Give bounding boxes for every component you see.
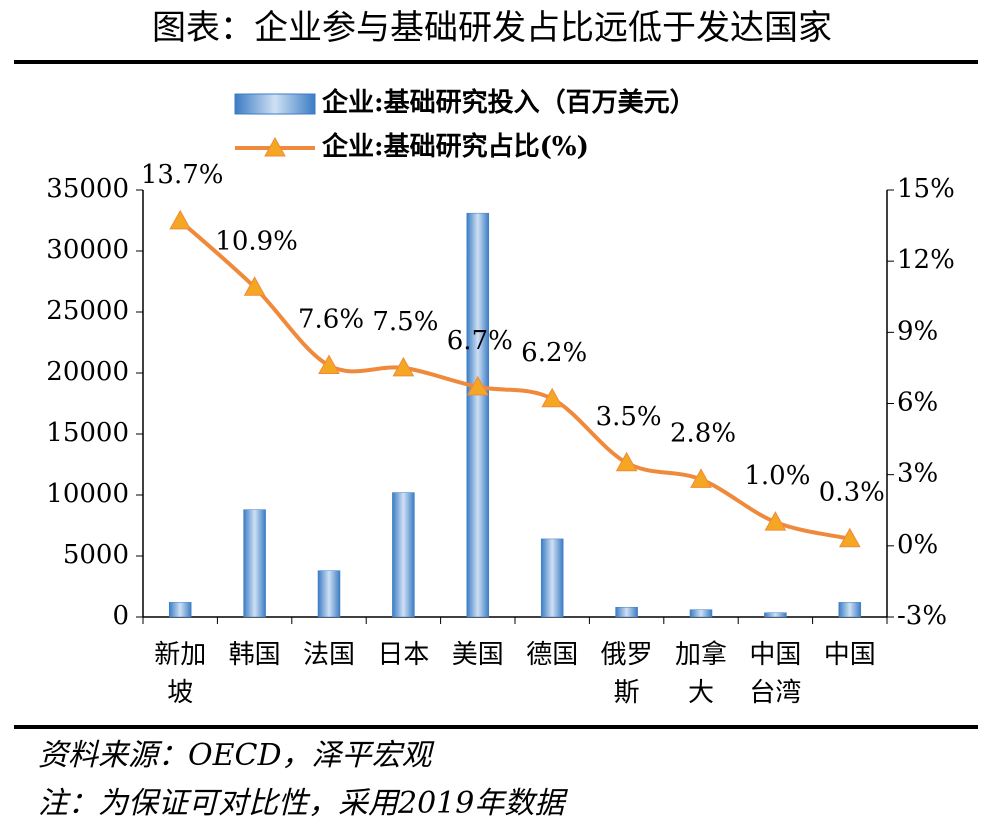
marker	[838, 527, 861, 548]
marker	[466, 375, 489, 396]
y2-tick-label: 0%	[897, 530, 938, 560]
y2-tick-label: 6%	[897, 388, 938, 418]
source: 资料来源：OECD，泽平宏观	[38, 738, 435, 773]
x-tick-label: 新加坡	[154, 640, 206, 708]
bar	[764, 612, 787, 618]
y-tick-label: 30000	[46, 235, 129, 265]
bar	[466, 212, 490, 618]
data-label: 10.9%	[215, 226, 298, 256]
data-label: 13.7%	[141, 160, 224, 190]
marker	[615, 451, 638, 472]
y-tick-label: 20000	[46, 357, 129, 387]
data-label: 3.5%	[596, 402, 662, 432]
y-tick-label: 35000	[46, 174, 129, 204]
y-tick-label: 15000	[46, 418, 129, 448]
x-tick-label: 法国	[303, 640, 355, 670]
line	[178, 219, 851, 541]
legend-label: 企业:基础研究投入（百万美元）	[322, 87, 696, 118]
data-label: 1.0%	[744, 461, 810, 491]
y2-tick-label: 9%	[897, 316, 938, 346]
data-label: 7.6%	[298, 305, 364, 335]
marker	[318, 354, 340, 375]
x-tick-label: 德国	[526, 640, 578, 670]
y2-tick-label: -3%	[897, 601, 947, 631]
legend-label: 企业:基础研究占比(%)	[322, 131, 589, 162]
data-label: 6.2%	[521, 338, 587, 368]
data-label: 0.3%	[819, 478, 885, 508]
marker	[169, 209, 192, 230]
bar	[838, 602, 862, 618]
chart-title: 图表：企业参与基础研发占比远低于发达国家	[152, 8, 832, 48]
marker	[392, 356, 415, 377]
data-label: 6.7%	[447, 326, 513, 356]
data-label: 2.8%	[670, 418, 736, 448]
data-label: 7.5%	[372, 307, 438, 337]
bar	[317, 570, 341, 618]
x-tick-label: 加拿大	[675, 640, 727, 708]
note: 注：为保证可对比性，采用2019年数据	[38, 786, 568, 821]
y-tick-label: 5000	[63, 540, 129, 570]
bar	[615, 606, 638, 618]
bar	[689, 609, 713, 618]
marker	[764, 511, 787, 531]
legend-marker	[264, 136, 286, 157]
marker	[690, 468, 712, 488]
x-tick-label: 俄罗斯	[601, 640, 653, 708]
y-tick-label: 0	[112, 601, 129, 631]
bar	[168, 602, 192, 618]
bar	[540, 538, 564, 618]
bar	[392, 492, 415, 618]
y-tick-label: 10000	[46, 479, 129, 509]
x-tick-label: 中国台湾	[749, 640, 801, 708]
y2-tick-label: 12%	[897, 245, 955, 275]
marker	[541, 387, 564, 408]
bar	[243, 509, 266, 618]
x-tick-label: 韩国	[229, 640, 281, 670]
y2-tick-label: 15%	[897, 174, 955, 204]
y2-tick-label: 3%	[897, 459, 938, 489]
marker	[243, 276, 266, 296]
legend-swatch	[234, 93, 316, 115]
x-tick-label: 美国	[452, 640, 504, 670]
x-tick-label: 日本	[377, 640, 429, 670]
y-tick-label: 25000	[46, 296, 129, 326]
x-tick-label: 中国	[824, 640, 876, 670]
